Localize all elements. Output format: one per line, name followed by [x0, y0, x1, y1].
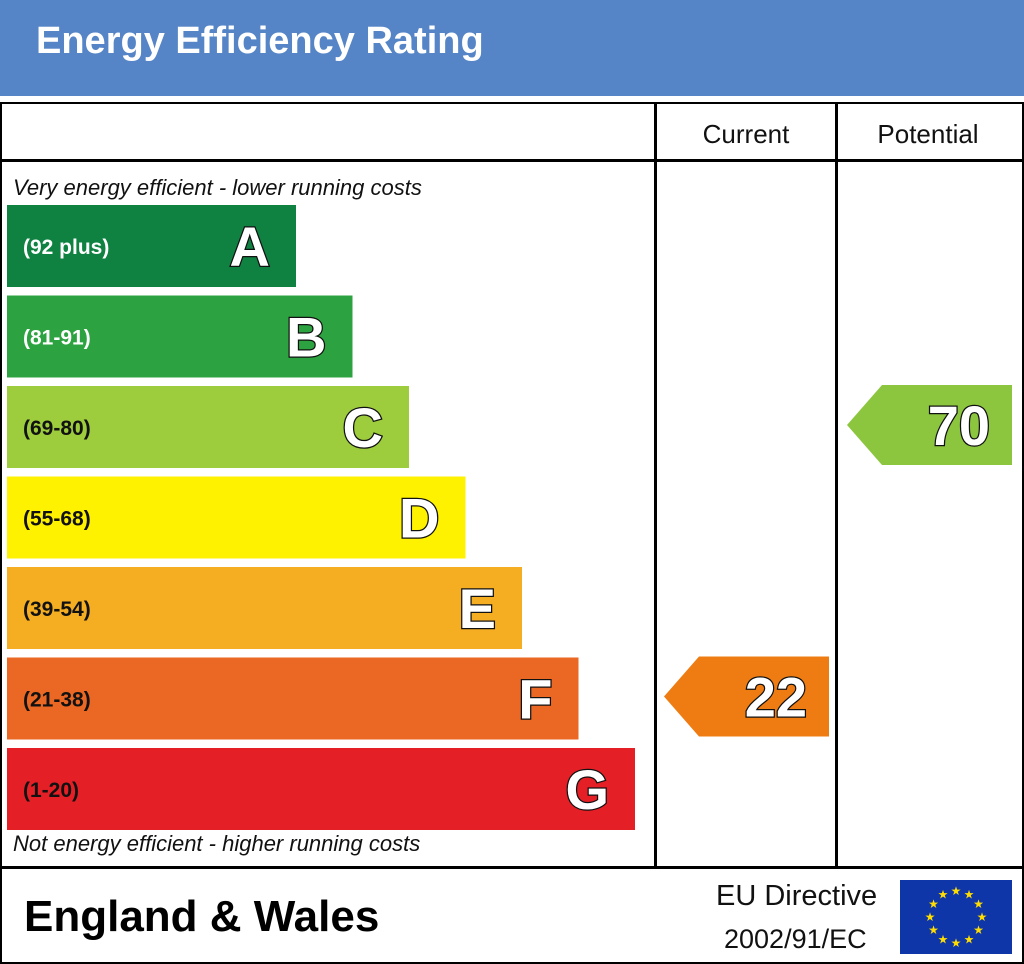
band-a-range: (92 plus): [23, 236, 109, 259]
flag-star-icon: ★: [938, 887, 949, 901]
band-d-letter: D: [399, 487, 439, 550]
band-e-range: (39-54): [23, 598, 91, 621]
potential-rating-value: 70: [928, 394, 990, 457]
current-column-header: Current: [702, 119, 790, 149]
band-d-range: (55-68): [23, 508, 91, 531]
band-b-range: (81-91): [23, 327, 91, 350]
band-g-letter: G: [565, 758, 609, 821]
band-e-letter: E: [459, 577, 496, 640]
flag-star-icon: ★: [938, 933, 949, 947]
directive-number: 2002/91/EC: [724, 924, 867, 954]
page-title: Energy Efficiency Rating: [36, 20, 484, 62]
flag-star-icon: ★: [928, 897, 939, 911]
efficient-note: Very energy efficient - lower running co…: [13, 175, 422, 200]
footer-divider: [2, 866, 1022, 869]
band-d: [7, 476, 466, 559]
band-c: [7, 386, 409, 468]
header-row-divider: [2, 159, 1022, 162]
band-g: [7, 748, 635, 830]
potential-column-divider: [835, 104, 838, 868]
band-c-letter: C: [343, 396, 383, 459]
flag-star-icon: ★: [928, 923, 939, 937]
flag-star-icon: ★: [951, 936, 962, 950]
rating-table: [0, 102, 1024, 964]
band-a: [7, 205, 296, 287]
band-e: [7, 567, 522, 649]
flag-star-icon: ★: [964, 887, 975, 901]
band-b: [7, 295, 353, 378]
band-a-letter: A: [230, 215, 270, 278]
potential-column-header: Potential: [877, 119, 979, 149]
current-rating-arrow: [664, 656, 829, 737]
eu-flag-icon: ★ ★ ★ ★ ★ ★ ★ ★ ★ ★ ★ ★: [900, 880, 1012, 954]
flag-star-icon: ★: [977, 910, 988, 924]
band-c-range: (69-80): [23, 417, 91, 440]
region-label: England & Wales: [24, 892, 380, 941]
flag-star-icon: ★: [973, 897, 984, 911]
band-f: [7, 657, 579, 740]
title-bar: Energy Efficiency Rating: [0, 0, 1024, 96]
flag-star-icon: ★: [973, 923, 984, 937]
band-f-range: (21-38): [23, 689, 91, 712]
directive-label: EU Directive: [716, 880, 878, 912]
band-f-letter: F: [518, 668, 552, 731]
current-rating-value: 22: [745, 666, 807, 729]
inefficient-note: Not energy efficient - higher running co…: [13, 831, 421, 856]
flag-star-icon: ★: [951, 884, 962, 898]
band-g-range: (1-20): [23, 779, 79, 802]
band-b-letter: B: [286, 306, 326, 369]
potential-rating-arrow: [847, 385, 1012, 465]
current-column-divider: [654, 104, 657, 868]
flag-star-icon: ★: [925, 910, 936, 924]
flag-star-icon: ★: [964, 933, 975, 947]
